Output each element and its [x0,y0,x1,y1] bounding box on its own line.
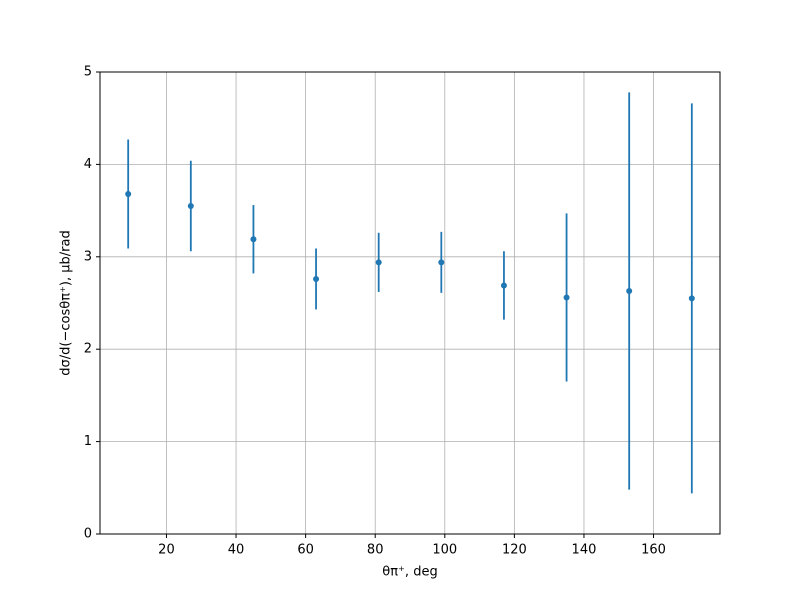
x-axis-label: θπ⁺, deg [382,565,437,580]
x-tick-label: 120 [502,543,527,558]
data-point [125,190,132,197]
x-tick-label: 60 [297,543,314,558]
x-tick-label: 160 [641,543,666,558]
data-point [500,282,507,289]
data-point [688,295,695,302]
y-axis-label: dσ/d(−cosθπ⁺), μb/rad [59,230,74,375]
data-point [626,287,633,294]
y-tick-label: 2 [84,342,92,357]
y-tick-label: 0 [84,527,92,542]
data-point [438,259,445,266]
x-tick-label: 100 [432,543,457,558]
x-tick-label: 80 [367,543,384,558]
y-tick-label: 5 [84,65,92,80]
x-tick-label: 40 [228,543,245,558]
x-tick-label: 20 [158,543,175,558]
x-tick-label: 140 [572,543,597,558]
data-point [313,275,320,282]
data-point [375,259,382,266]
data-point [250,236,257,243]
data-point [187,202,194,209]
plot-frame [99,71,721,535]
y-tick-label: 4 [84,157,92,172]
y-tick-label: 3 [84,249,92,264]
data-point [563,294,570,301]
y-tick-label: 1 [84,434,92,449]
